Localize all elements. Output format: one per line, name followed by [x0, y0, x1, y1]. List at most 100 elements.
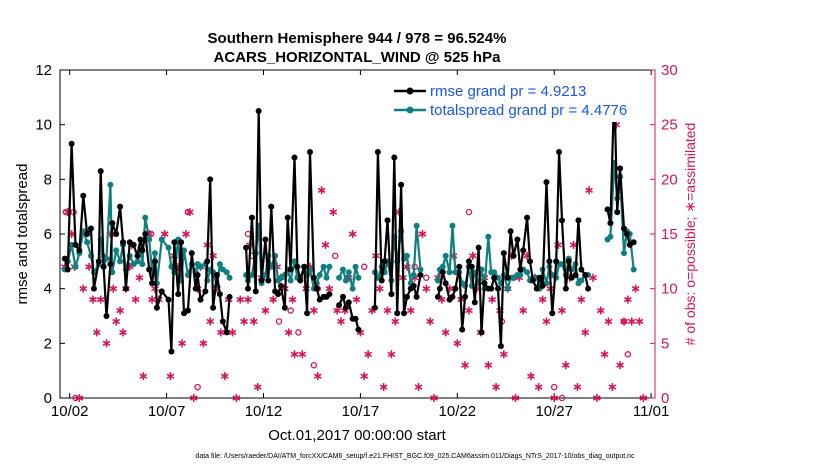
obs-assimilated-marker: [92, 328, 101, 337]
rmse-point: [192, 285, 199, 292]
rmse-point: [184, 307, 191, 314]
asterisk-stroke: [406, 307, 415, 314]
rmse-point: [213, 272, 220, 278]
obs-assimilated-marker: [616, 361, 624, 370]
rmse-point: [465, 258, 472, 265]
rmse-point: [585, 285, 592, 292]
obs-assimilated-marker: [631, 284, 640, 293]
rmse-point: [197, 296, 204, 303]
obs-assimilated-marker: [573, 383, 582, 392]
obs-assimilated-marker: [329, 208, 338, 217]
totalspread-point: [158, 236, 165, 243]
rmse-point: [549, 310, 556, 317]
asterisk-stroke: [468, 253, 477, 259]
rmse-point: [151, 258, 158, 265]
obs-assimilated-marker: [379, 383, 388, 392]
obs-assimilated-marker: [406, 306, 415, 315]
y-tick-label: 12: [35, 62, 52, 79]
obs-assimilated-marker: [109, 284, 118, 293]
rmse-point: [533, 285, 540, 292]
obs-assimilated-marker: [519, 306, 528, 315]
totalspread-point: [352, 263, 359, 270]
asterisk-stroke: [209, 253, 217, 259]
rmse-point: [297, 277, 304, 284]
y-tick-label: 8: [44, 171, 52, 188]
asterisk-stroke: [185, 209, 194, 215]
rmse-point: [495, 285, 502, 292]
asterisk-stroke: [290, 351, 299, 357]
x-tick-label: 10/07: [148, 403, 186, 420]
asterisk-stroke: [616, 362, 624, 368]
obs-assimilated-marker: [426, 317, 435, 326]
totalspread-point: [84, 239, 91, 246]
rmse-point: [491, 274, 498, 281]
asterisk-stroke: [461, 362, 469, 368]
rmse-point: [410, 282, 417, 289]
rmse-point: [226, 293, 233, 300]
obs-assimilated-marker: [592, 394, 601, 402]
asterisk-stroke: [244, 296, 252, 303]
rmse-point: [61, 255, 68, 262]
obs-possible-marker: [295, 329, 302, 336]
totalspread-point: [320, 263, 327, 270]
asterisk-stroke: [426, 318, 435, 325]
rmse-point: [617, 165, 624, 172]
y2-tick-label: 20: [661, 171, 678, 188]
rmse-point: [620, 225, 627, 232]
rmse-point: [391, 154, 398, 161]
obs-assimilated-marker: [577, 295, 586, 304]
asterisk-stroke: [182, 231, 190, 237]
totalspread-point: [524, 269, 531, 276]
asterisk-stroke: [89, 296, 97, 303]
totalspread-point: [446, 269, 453, 276]
obs-assimilated-marker: [189, 394, 198, 402]
rmse-point: [413, 293, 420, 300]
rmse-point: [529, 277, 536, 284]
asterisk-stroke: [569, 242, 578, 248]
asterisk-stroke: [453, 340, 462, 347]
rmse-point: [194, 272, 201, 278]
obs-assimilated-marker: [627, 317, 636, 326]
obs-assimilated-marker: [79, 284, 88, 293]
asterisk-stroke: [206, 318, 215, 325]
obs-assimilated-marker: [135, 273, 144, 282]
asterisk-stroke: [499, 351, 508, 357]
rmse-point: [355, 326, 362, 333]
asterisk-stroke: [236, 296, 245, 303]
data-file-footnote: data file: /Users/raeder/DAI/ATM_forcXX/…: [195, 453, 635, 460]
obs-assimilated-marker: [249, 317, 258, 326]
totalspread-point: [139, 261, 146, 268]
y2-tick-label: 30: [661, 62, 678, 79]
asterisk-stroke: [313, 373, 322, 379]
totalspread-point: [491, 269, 498, 276]
rmse-point: [604, 206, 611, 213]
totalspread-point: [165, 244, 172, 251]
rmse-point: [439, 269, 446, 276]
totalspread-point: [291, 258, 298, 265]
totalspread-point: [413, 222, 420, 229]
rmse-point: [207, 176, 214, 183]
rmse-point: [107, 261, 114, 268]
rmse-point: [342, 304, 349, 311]
obs-assimilated-marker: [375, 284, 384, 293]
x-tick-label: 10/17: [342, 403, 380, 420]
obs-assimilated-marker: [298, 350, 307, 359]
asterisk-stroke: [178, 340, 186, 347]
asterisk-stroke: [627, 318, 636, 325]
rmse-point: [281, 304, 288, 311]
totalspread-point: [216, 261, 223, 268]
rmse-point: [546, 258, 553, 265]
obs-assimilated-marker: [488, 295, 497, 304]
asterisk-stroke: [148, 296, 156, 303]
asterisk-stroke: [430, 395, 438, 401]
obs-possible-marker: [361, 263, 368, 271]
asterisk-stroke: [418, 231, 427, 237]
obs-assimilated-marker: [534, 383, 543, 392]
asterisk-stroke: [441, 329, 450, 336]
obs-assimilated-marker: [639, 394, 648, 402]
rmse-point: [381, 258, 388, 265]
y-tick-label: 4: [44, 281, 52, 298]
legend-box: [390, 78, 646, 122]
totalspread-point: [72, 263, 79, 270]
y-tick-label: 2: [44, 335, 52, 352]
